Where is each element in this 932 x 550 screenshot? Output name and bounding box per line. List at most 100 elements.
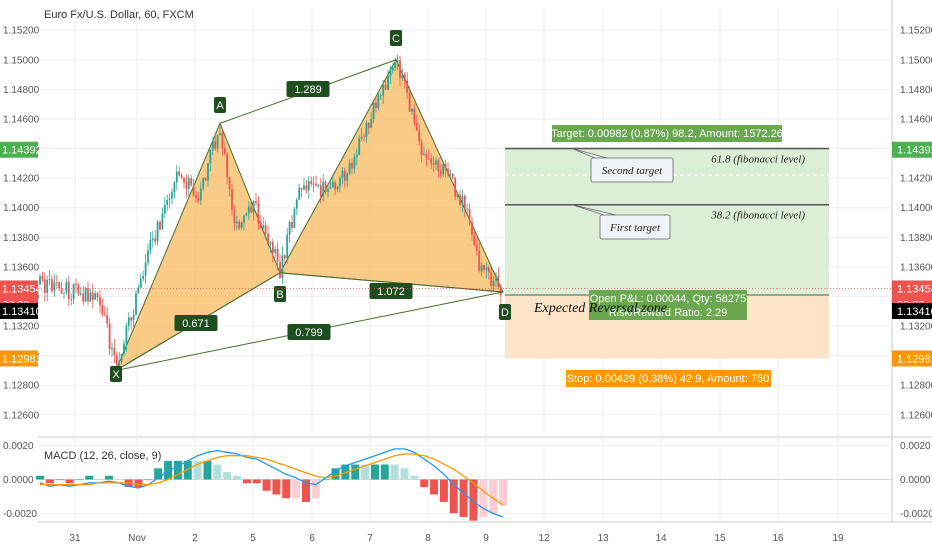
- candle-body: [418, 130, 421, 142]
- macd-histogram-bar: [65, 479, 74, 484]
- candle-body: [166, 199, 169, 206]
- candle-body: [269, 242, 272, 244]
- y-tick-label-left: 1.13800: [3, 233, 40, 244]
- candle-body: [120, 353, 123, 361]
- candle-body: [427, 157, 430, 159]
- candle-body: [135, 293, 137, 315]
- candle-body: [454, 177, 457, 197]
- macd-histogram-bar: [311, 479, 320, 499]
- macd-histogram-bar: [85, 475, 94, 480]
- callout-box: [599, 214, 671, 240]
- candle-body: [461, 195, 464, 205]
- candle-body: [65, 281, 68, 293]
- candle-body: [408, 92, 411, 112]
- reversal-zone-annotation: Expected Reversal zone: [533, 301, 667, 316]
- candle-body: [382, 85, 385, 96]
- macd-histogram-bar: [479, 479, 488, 517]
- point-label-bg: [214, 97, 226, 113]
- y-tick-label-left: 1.14000: [3, 203, 40, 214]
- candle-body: [355, 154, 358, 158]
- x-tick-label: 5: [250, 533, 256, 544]
- y-tick-label: 1.14000: [900, 203, 932, 214]
- candle-body: [96, 293, 99, 298]
- y-tick-label: 1.13600: [900, 262, 932, 273]
- macd-histogram-bar: [134, 479, 143, 487]
- candle-body: [223, 148, 226, 154]
- candle-body: [471, 222, 473, 235]
- x-tick-label: 31: [69, 533, 81, 544]
- candle-body: [156, 221, 159, 242]
- candle-body: [46, 279, 49, 293]
- candle-body: [291, 221, 293, 228]
- candle-body: [439, 171, 442, 175]
- point-label: D: [501, 307, 509, 319]
- x-tick-label: 15: [714, 533, 726, 544]
- candle-body: [483, 265, 485, 270]
- candle-body: [351, 162, 353, 169]
- candle-body: [53, 281, 56, 291]
- candle-body: [101, 305, 104, 315]
- candle-body: [475, 245, 478, 251]
- candle-body: [231, 189, 233, 210]
- candle-body: [72, 283, 75, 299]
- candle-body: [204, 177, 207, 181]
- candle-body: [89, 292, 92, 302]
- candle-body: [399, 60, 401, 78]
- ratio-label-bg: [369, 283, 413, 299]
- macd-y-tick-label: 0.0000: [900, 475, 931, 486]
- candle-body: [245, 213, 248, 216]
- macd-histogram-bar: [144, 479, 153, 481]
- candle-body: [147, 250, 149, 263]
- candles: [39, 54, 502, 370]
- candle-body: [456, 194, 459, 197]
- x-tick-label: Nov: [128, 533, 146, 544]
- candle-body: [490, 272, 493, 287]
- candle-body: [202, 177, 205, 189]
- candle-body: [451, 173, 454, 178]
- candle-body: [365, 122, 368, 138]
- candle-body: [497, 275, 500, 288]
- candle-body: [91, 292, 94, 300]
- price-tag-left: 1.14392: [2, 145, 42, 157]
- candle-body: [360, 136, 363, 139]
- candle-body: [406, 80, 409, 93]
- y-tick-label-left: 1.14200: [3, 174, 40, 185]
- macd-histogram-bar: [370, 464, 379, 480]
- candle-body: [113, 347, 116, 356]
- candle-body: [183, 177, 185, 183]
- candle-body: [415, 122, 418, 131]
- candle-body: [295, 199, 298, 209]
- candle-body: [111, 347, 113, 349]
- macd-histogram-bar: [282, 479, 291, 499]
- y-tick-label-left: 1.12800: [3, 381, 40, 392]
- macd-histogram-bar: [292, 479, 301, 499]
- macd-y-tick-label-left: 0.0020: [3, 441, 34, 452]
- candle-body: [106, 315, 109, 324]
- point-label-bg: [390, 30, 402, 46]
- y-tick-label: 1.13200: [900, 322, 932, 333]
- y-tick-label-left: 1.14600: [3, 114, 40, 125]
- y-tick-label-left: 1.13600: [3, 262, 40, 273]
- pnl-label-bg: [589, 290, 747, 320]
- candle-body: [394, 63, 397, 69]
- macd-histogram-bar: [183, 460, 192, 480]
- y-tick-label-left: 1.15000: [3, 55, 40, 66]
- candle-body: [346, 173, 349, 181]
- price-tag-right-bg: [892, 350, 932, 367]
- candle-body: [192, 185, 195, 196]
- candle-body: [41, 276, 44, 280]
- signal-line: [40, 453, 504, 506]
- candle-body: [329, 187, 332, 189]
- candle-body: [118, 360, 121, 366]
- candle-body: [348, 162, 351, 174]
- candle-body: [250, 206, 253, 213]
- candle-body: [144, 262, 147, 276]
- candle-body: [173, 182, 176, 193]
- candle-body: [420, 141, 423, 156]
- candle-body: [123, 343, 125, 354]
- candle-body: [331, 182, 334, 188]
- callout-pointer: [571, 148, 608, 159]
- candle-body: [495, 275, 497, 281]
- candle-body: [137, 287, 140, 294]
